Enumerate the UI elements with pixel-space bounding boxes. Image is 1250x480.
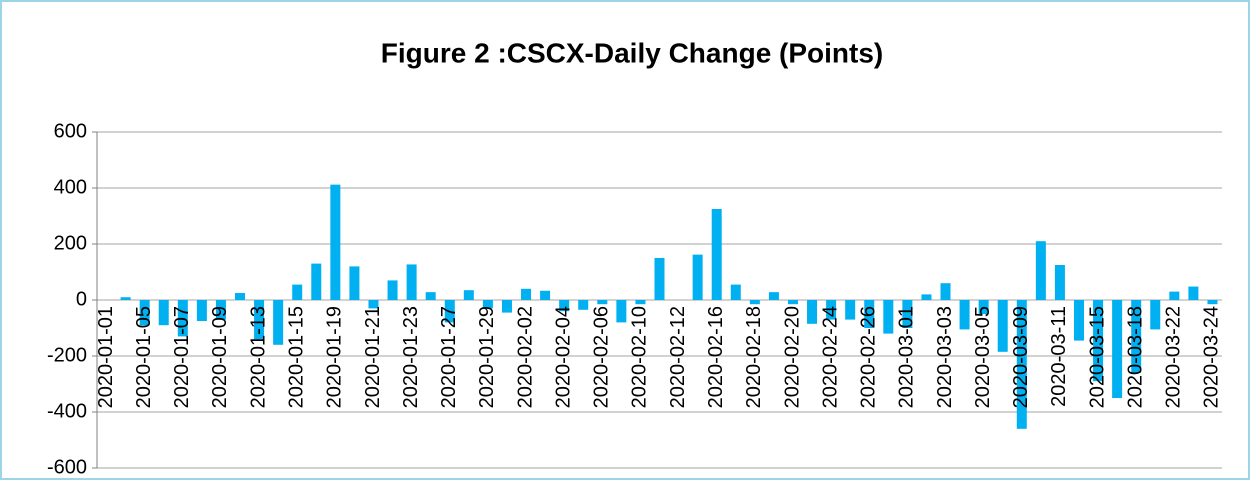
y-tick-label: 600	[54, 120, 87, 142]
bar	[1188, 286, 1199, 300]
x-tick-label: 2020-03-05	[972, 306, 994, 408]
bar	[616, 300, 627, 323]
y-tick-label: 0	[76, 288, 87, 310]
bar	[940, 283, 951, 300]
x-tick-label: 2020-02-12	[667, 306, 689, 408]
bar	[425, 292, 436, 300]
bar	[1207, 300, 1218, 305]
bar	[787, 300, 798, 305]
x-tick-label: 2020-01-07	[171, 306, 193, 408]
bar	[921, 294, 932, 300]
x-tick-label: 2020-02-04	[552, 306, 574, 408]
y-tick-label: 400	[54, 176, 87, 198]
bar	[482, 300, 493, 309]
bar	[540, 290, 551, 300]
y-tick-label: -200	[47, 344, 87, 366]
bar	[1016, 300, 1027, 429]
bar	[807, 300, 818, 324]
x-tick-label: 2020-01-05	[133, 306, 155, 408]
bar	[597, 300, 608, 305]
x-tick-label: 2020-01-09	[209, 306, 231, 408]
x-tick-label: 2020-02-10	[629, 306, 651, 408]
x-tick-label: 2020-02-06	[591, 306, 613, 408]
x-tick-label: 2020-02-02	[514, 306, 536, 408]
x-tick-label: 2020-02-24	[819, 306, 841, 408]
x-tick-label: 2020-02-26	[858, 306, 880, 408]
bar	[654, 258, 665, 300]
bar	[387, 280, 398, 300]
x-tick-label: 2020-01-15	[285, 306, 307, 408]
y-tick-label: -400	[47, 400, 87, 422]
chart-title: Figure 2 :CSCX-Daily Change (Points)	[381, 37, 884, 68]
bar	[215, 300, 226, 320]
bar	[959, 300, 970, 330]
bar	[711, 209, 722, 300]
bar	[177, 300, 188, 337]
x-tick-label: 2020-03-11	[1048, 306, 1070, 407]
x-tick-label: 2020-01-13	[247, 306, 269, 408]
x-tick-label: 2020-03-22	[1163, 306, 1185, 408]
bar	[273, 300, 284, 345]
bar	[501, 300, 512, 313]
bar	[406, 264, 417, 300]
bar	[692, 254, 703, 300]
bar	[235, 293, 246, 300]
bar	[1131, 300, 1142, 373]
bar	[349, 266, 360, 300]
bar	[1073, 300, 1084, 341]
x-tick-label: 2020-03-01	[896, 306, 918, 408]
x-tick-label: 2020-03-09	[1010, 306, 1032, 408]
bar	[845, 300, 856, 320]
x-tick-label: 2020-01-27	[438, 306, 460, 408]
bar	[578, 300, 589, 310]
bar	[1054, 265, 1065, 300]
x-tick-label: 2020-03-03	[934, 306, 956, 408]
bar	[1035, 241, 1046, 300]
bar	[330, 184, 341, 300]
bar	[635, 300, 646, 305]
bar	[768, 292, 779, 300]
x-tick-label: 2020-02-16	[705, 306, 727, 408]
bar	[311, 263, 322, 300]
x-tick-label: 2020-01-23	[400, 306, 422, 408]
bar	[883, 300, 894, 334]
bar	[749, 300, 760, 305]
bar	[139, 300, 150, 326]
bar	[864, 300, 875, 328]
bar	[120, 297, 131, 300]
bar	[463, 290, 474, 300]
bar	[254, 300, 265, 340]
bar	[368, 300, 379, 309]
x-tick-label: 2020-01-19	[324, 306, 346, 408]
bar	[196, 300, 207, 321]
y-tick-label: -600	[47, 456, 87, 478]
bar	[978, 300, 989, 314]
y-tick-label: 200	[54, 232, 87, 254]
x-tick-label: 2020-01-29	[476, 306, 498, 408]
bar	[902, 300, 913, 328]
bar	[444, 300, 455, 323]
x-tick-label: 2020-02-20	[781, 306, 803, 408]
bar	[292, 284, 303, 300]
bar	[1112, 300, 1123, 398]
bar	[826, 300, 837, 320]
bar	[1150, 300, 1161, 330]
x-tick-label: 2020-02-18	[743, 306, 765, 408]
bar	[997, 300, 1008, 352]
bar	[521, 288, 532, 300]
bar	[158, 300, 169, 326]
x-tick-label: 2020-03-24	[1201, 306, 1223, 408]
bar	[1169, 291, 1180, 300]
x-tick-label: 2020-03-15	[1086, 306, 1108, 408]
bar	[1093, 300, 1104, 382]
bar	[559, 300, 570, 312]
x-tick-label: 2020-01-01	[95, 306, 117, 408]
bar	[730, 284, 741, 300]
x-tick-label: 2020-03-18	[1124, 306, 1146, 408]
x-tick-label: 2020-01-21	[362, 306, 384, 408]
